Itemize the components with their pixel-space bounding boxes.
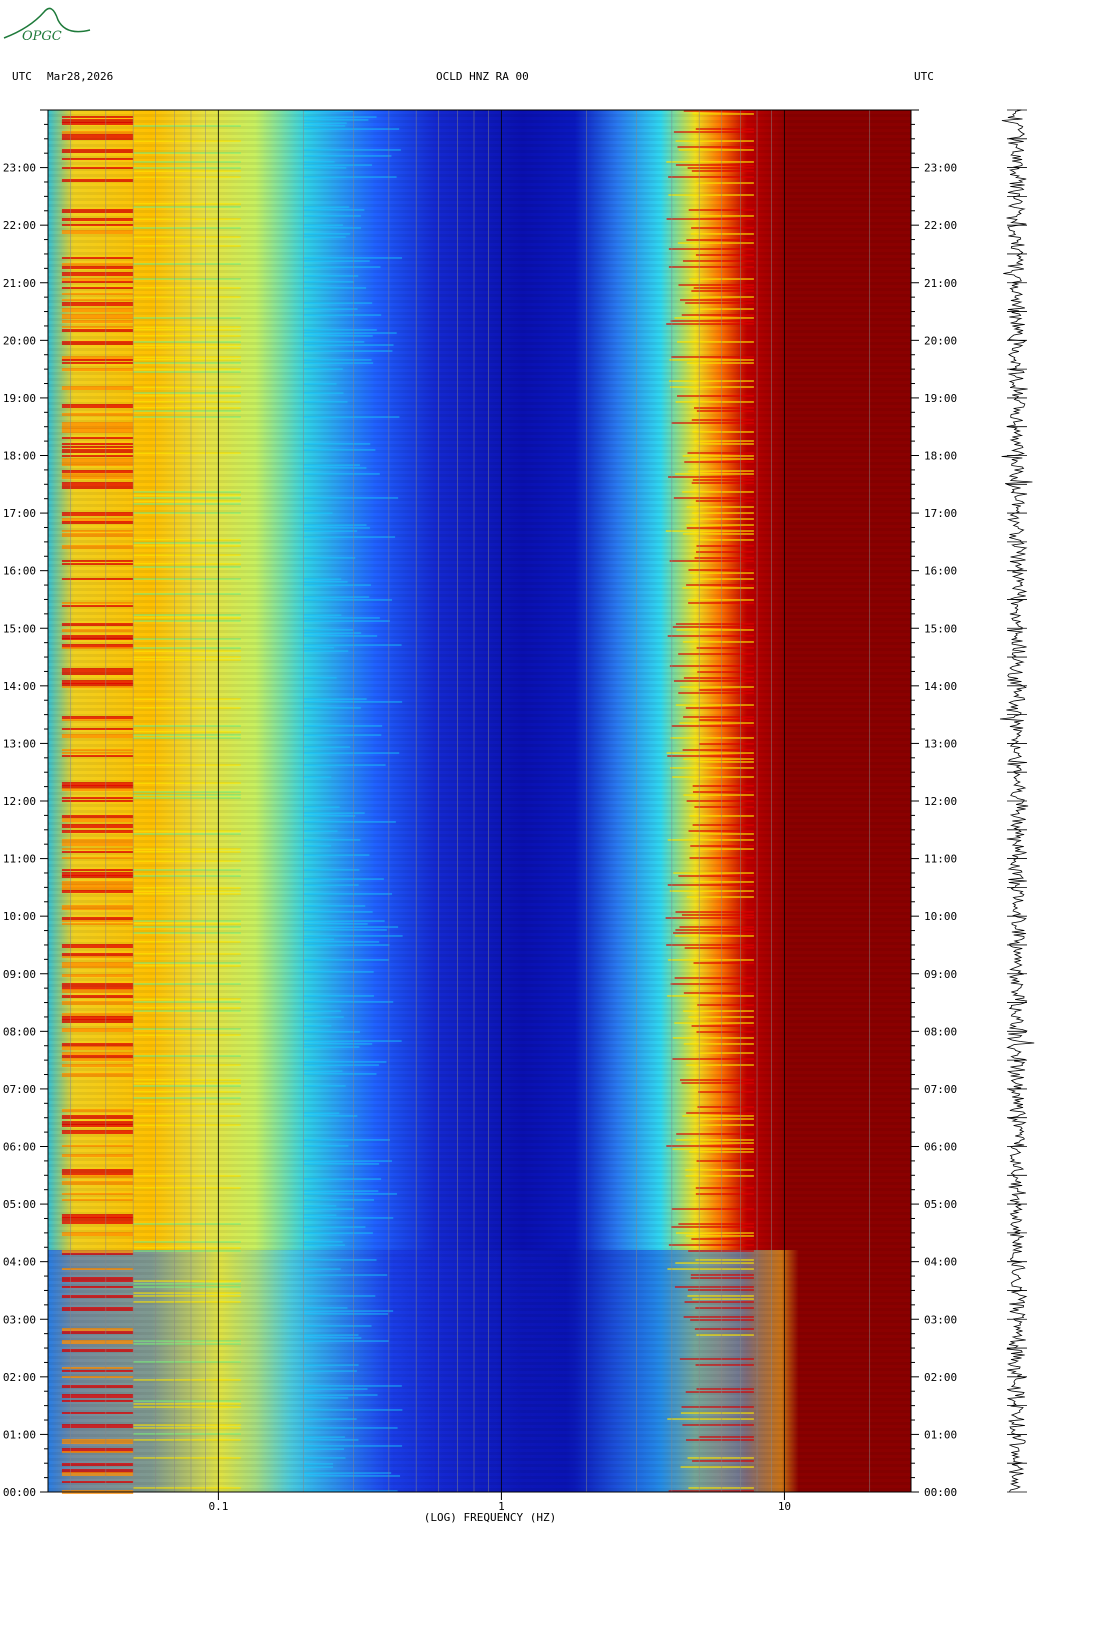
y-axis-left: 00:00 01:00 02:00 03:00 04:00 05:00 06:00 07:00… bbox=[3, 109, 48, 1499]
y-tick-label: 03:00 bbox=[924, 1313, 957, 1326]
y-tick-label: 04:00 bbox=[3, 1256, 36, 1269]
y-tick-label: 12:00 bbox=[3, 795, 36, 808]
y-tick-label: 22:00 bbox=[924, 219, 957, 232]
y-tick-label: 19:00 bbox=[3, 392, 36, 405]
y-tick-label: 18:00 bbox=[3, 450, 36, 463]
y-tick-label: 15:00 bbox=[3, 622, 36, 635]
y-tick-label: 10:00 bbox=[3, 910, 36, 923]
y-tick-label: 00:00 bbox=[3, 1486, 36, 1499]
y-tick-label: 01:00 bbox=[3, 1428, 36, 1441]
frequency-gridlines bbox=[70, 110, 871, 1492]
y-tick-label: 02:00 bbox=[924, 1371, 957, 1384]
y-tick-label: 19:00 bbox=[924, 392, 957, 405]
y-tick-label: 16:00 bbox=[3, 565, 36, 578]
y-tick-label: 23:00 bbox=[924, 162, 957, 175]
x-tick-label: 10 bbox=[778, 1500, 791, 1513]
y-tick-label: 17:00 bbox=[924, 507, 957, 520]
y-tick-label: 01:00 bbox=[924, 1428, 957, 1441]
y-tick-label: 02:00 bbox=[3, 1371, 36, 1384]
y-tick-label: 13:00 bbox=[924, 737, 957, 750]
y-tick-label: 08:00 bbox=[3, 1025, 36, 1038]
header-station: OCLD HNZ RA 00 bbox=[436, 70, 529, 83]
y-tick-label: 20:00 bbox=[924, 334, 957, 347]
y-tick-label: 11:00 bbox=[924, 853, 957, 866]
y-tick-label: 07:00 bbox=[3, 1083, 36, 1096]
header-left-tz: UTC bbox=[12, 70, 32, 83]
y-tick-label: 13:00 bbox=[3, 737, 36, 750]
y-tick-label: 08:00 bbox=[924, 1025, 957, 1038]
header-date: Mar28,2026 bbox=[47, 70, 114, 83]
y-tick-label: 09:00 bbox=[924, 968, 957, 981]
y-tick-label: 20:00 bbox=[3, 334, 36, 347]
y-tick-label: 04:00 bbox=[924, 1256, 957, 1269]
seismogram-trace bbox=[999, 109, 1035, 1493]
opgc-logo: OPGC bbox=[3, 7, 91, 44]
seismogram-line bbox=[999, 109, 1035, 1492]
y-tick-label: 21:00 bbox=[3, 277, 36, 290]
y-tick-label: 03:00 bbox=[3, 1313, 36, 1326]
y-tick-label: 09:00 bbox=[3, 968, 36, 981]
x-axis: 0.1 1 10 bbox=[208, 1492, 791, 1513]
y-tick-label: 05:00 bbox=[3, 1198, 36, 1211]
y-tick-label: 00:00 bbox=[924, 1486, 957, 1499]
y-tick-label: 18:00 bbox=[924, 450, 957, 463]
x-axis-title: (LOG) FREQUENCY (HZ) bbox=[424, 1511, 556, 1524]
y-tick-label: 12:00 bbox=[924, 795, 957, 808]
header-right-tz: UTC bbox=[914, 70, 934, 83]
y-tick-label: 05:00 bbox=[924, 1198, 957, 1211]
y-tick-label: 16:00 bbox=[924, 565, 957, 578]
y-tick-label: 15:00 bbox=[924, 622, 957, 635]
y-tick-label: 17:00 bbox=[3, 507, 36, 520]
y-tick-label: 21:00 bbox=[924, 277, 957, 290]
y-tick-label: 06:00 bbox=[3, 1141, 36, 1154]
spectrogram-plot bbox=[47, 109, 912, 1494]
x-tick-label: 1 bbox=[498, 1500, 505, 1513]
x-tick-label: 0.1 bbox=[208, 1500, 228, 1513]
y-tick-label: 07:00 bbox=[924, 1083, 957, 1096]
y-axis-right: 00:00 01:00 02:00 03:00 04:00 05:00 06:00 07:00… bbox=[911, 109, 957, 1499]
streak-overlay bbox=[48, 110, 911, 1492]
y-tick-label: 11:00 bbox=[3, 853, 36, 866]
y-tick-label: 06:00 bbox=[924, 1141, 957, 1154]
y-tick-label: 14:00 bbox=[3, 680, 36, 693]
y-tick-label: 14:00 bbox=[924, 680, 957, 693]
svg-text:OPGC: OPGC bbox=[22, 29, 62, 44]
y-tick-label: 10:00 bbox=[924, 910, 957, 923]
y-tick-label: 23:00 bbox=[3, 162, 36, 175]
y-tick-label: 22:00 bbox=[3, 219, 36, 232]
